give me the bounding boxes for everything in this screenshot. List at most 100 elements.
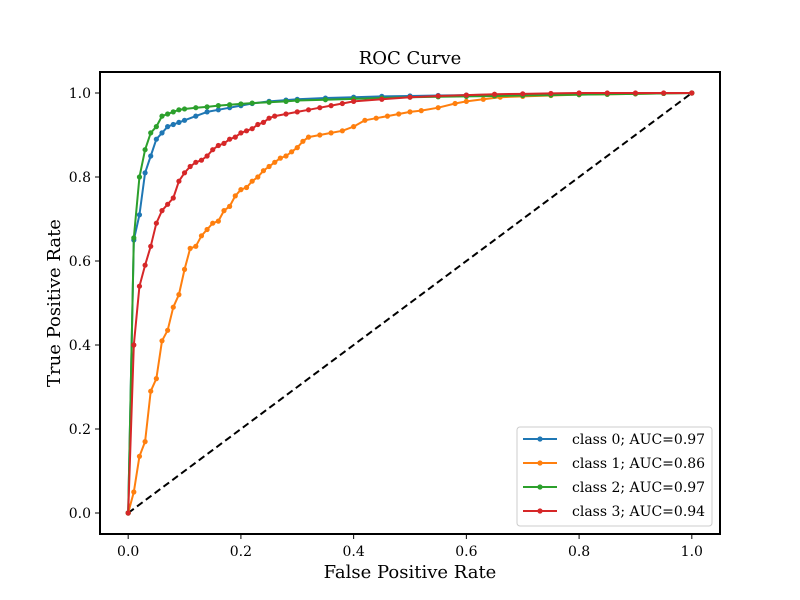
data-point	[193, 113, 199, 119]
legend-item-class-3: class 3; AUC=0.94	[523, 504, 705, 520]
data-point	[272, 159, 278, 165]
data-point	[689, 90, 695, 96]
data-point	[181, 170, 188, 176]
data-point	[661, 90, 667, 96]
data-point	[165, 124, 171, 130]
legend-label: class 0; AUC=0.97	[572, 432, 705, 448]
data-point	[243, 128, 250, 134]
data-point	[317, 132, 323, 138]
data-point	[187, 245, 193, 251]
data-point	[407, 109, 413, 115]
data-point	[294, 145, 300, 151]
legend-marker	[537, 436, 543, 442]
data-point	[480, 96, 486, 102]
legend-item-class-0: class 0; AUC=0.97	[523, 432, 705, 448]
y-axis-label: True Positive Rate	[44, 219, 65, 387]
data-point	[136, 283, 143, 289]
series-class-3	[125, 90, 695, 516]
x-tick-label: 0.4	[343, 544, 365, 560]
data-point	[148, 153, 154, 159]
data-point	[283, 98, 289, 104]
data-point	[283, 111, 289, 117]
data-point	[227, 136, 233, 142]
data-point	[266, 99, 272, 105]
data-point	[266, 163, 272, 170]
data-point	[260, 119, 267, 125]
data-point	[181, 266, 188, 272]
data-point	[165, 111, 171, 117]
data-point	[491, 91, 498, 97]
data-point	[221, 140, 227, 146]
data-point	[339, 100, 345, 107]
legend-marker	[537, 508, 543, 514]
data-point	[153, 220, 159, 226]
data-point	[210, 147, 216, 153]
data-point	[159, 113, 165, 119]
y-tick-label: 0.6	[69, 254, 91, 270]
y-axis-ticks: 0.0 0.2 0.4 0.6 0.8 1.0	[69, 86, 100, 522]
data-point	[238, 130, 244, 136]
data-point	[294, 109, 300, 115]
data-point	[159, 338, 165, 344]
data-point	[165, 201, 171, 207]
data-point	[351, 98, 357, 104]
data-point	[142, 439, 148, 445]
data-point	[435, 105, 441, 111]
data-point	[153, 124, 159, 130]
data-point	[136, 212, 143, 218]
data-point	[153, 136, 159, 142]
data-point	[148, 243, 154, 249]
data-point	[131, 235, 137, 241]
data-point	[153, 376, 159, 382]
data-point	[300, 138, 306, 144]
reference-line-layer	[127, 92, 693, 514]
y-tick-label: 1.0	[69, 86, 91, 102]
data-point	[215, 218, 221, 224]
legend-items: class 0; AUC=0.97 class 1; AUC=0.86 class …	[523, 432, 705, 520]
chance-diagonal-line	[127, 92, 693, 514]
x-tick-label: 1.0	[681, 544, 703, 560]
data-point	[148, 388, 154, 394]
data-point	[204, 153, 210, 159]
data-point	[289, 149, 295, 155]
data-point	[170, 121, 176, 128]
data-point	[176, 119, 182, 125]
data-point	[283, 153, 289, 159]
y-tick-label: 0.8	[69, 170, 91, 186]
data-point	[198, 233, 205, 239]
data-point	[548, 90, 554, 97]
data-point	[210, 220, 216, 226]
data-point	[181, 106, 188, 112]
data-point	[238, 101, 244, 107]
series-layer	[125, 90, 695, 516]
legend-item-class-2: class 2; AUC=0.97	[523, 480, 705, 496]
legend-label: class 2; AUC=0.97	[572, 480, 705, 496]
data-point	[328, 103, 334, 109]
y-tick-label: 0.4	[69, 338, 91, 354]
data-point	[255, 174, 261, 180]
data-point	[373, 115, 379, 121]
data-point	[463, 92, 469, 98]
data-point	[407, 94, 413, 100]
x-axis-ticks: 0.0 0.2 0.4 0.6 0.8 1.0	[117, 534, 703, 560]
data-point	[351, 124, 357, 130]
data-point	[125, 510, 131, 516]
data-point	[148, 130, 154, 136]
data-point	[249, 126, 255, 132]
data-point	[322, 97, 329, 103]
data-point	[576, 90, 582, 96]
data-point	[176, 107, 182, 113]
data-point	[604, 90, 610, 96]
data-point	[170, 304, 176, 310]
data-point	[632, 90, 639, 96]
legend-marker	[537, 460, 543, 466]
data-point	[232, 134, 238, 140]
data-point	[198, 157, 205, 163]
x-axis-label: False Positive Rate	[324, 562, 497, 583]
data-point	[221, 208, 227, 214]
x-tick-label: 0.0	[117, 544, 139, 560]
x-tick-label: 0.8	[568, 544, 590, 560]
data-point	[131, 342, 137, 348]
data-point	[142, 147, 148, 153]
data-point	[215, 103, 221, 109]
